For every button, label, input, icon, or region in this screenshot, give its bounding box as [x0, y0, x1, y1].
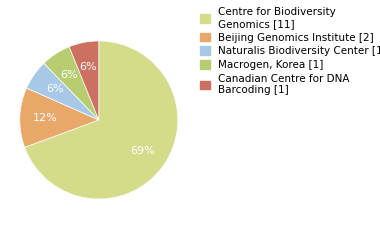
Text: 12%: 12%: [33, 113, 57, 123]
Wedge shape: [69, 41, 99, 120]
Text: 6%: 6%: [61, 70, 78, 80]
Text: 6%: 6%: [80, 62, 97, 72]
Wedge shape: [27, 63, 99, 120]
Text: 69%: 69%: [130, 146, 155, 156]
Wedge shape: [20, 88, 99, 147]
Wedge shape: [25, 41, 178, 199]
Wedge shape: [44, 47, 99, 120]
Text: 6%: 6%: [46, 84, 63, 94]
Legend: Centre for Biodiversity
Genomics [11], Beijing Genomics Institute [2], Naturalis: Centre for Biodiversity Genomics [11], B…: [198, 5, 380, 97]
